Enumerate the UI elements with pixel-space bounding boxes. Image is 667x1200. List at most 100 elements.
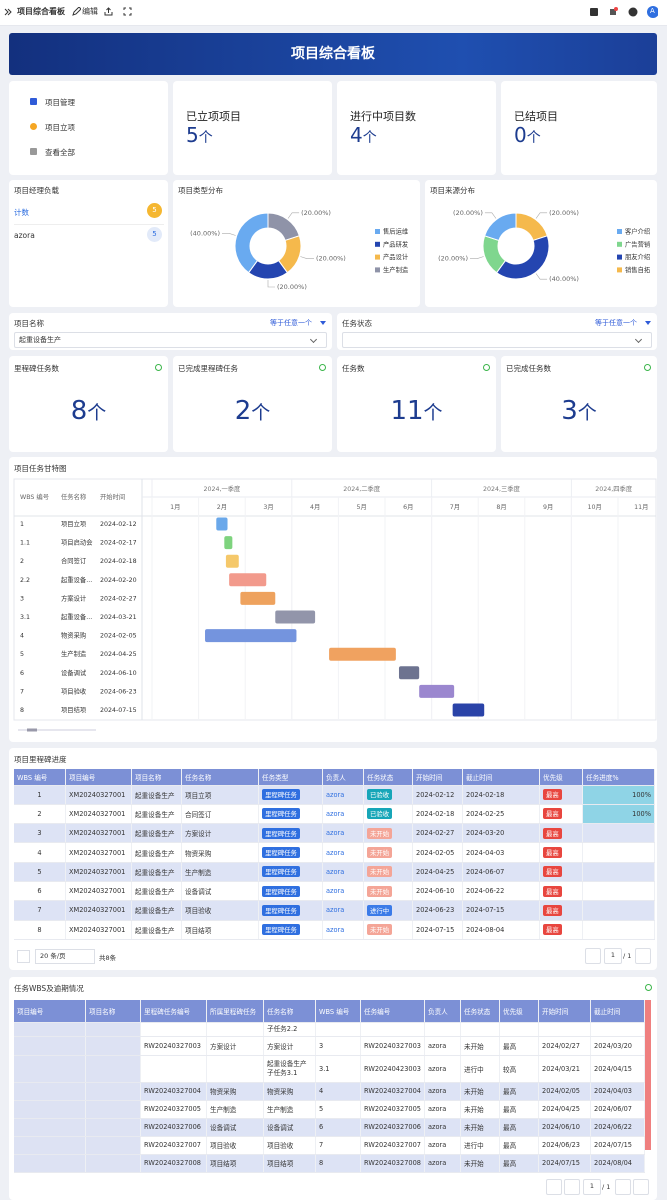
table-cell — [85, 1022, 141, 1037]
info-icon[interactable] — [644, 364, 651, 371]
filter-card: 任务状态 等于任意一个 — [337, 313, 657, 350]
collapse-icon[interactable] — [4, 8, 12, 16]
filter-select[interactable] — [342, 332, 652, 348]
table-cell: 2024-06-07 — [462, 862, 540, 882]
shortcut-link[interactable]: 项目管理 — [45, 98, 75, 107]
filter-select[interactable]: 起重设备生产 — [14, 332, 327, 348]
shortcut-link[interactable]: 项目立项 — [45, 123, 75, 132]
stat-label: 已完成里程碑任务 — [178, 364, 238, 373]
table-cell: azora — [424, 1136, 461, 1155]
priority-tag: 最高 — [543, 827, 562, 839]
next-button[interactable] — [635, 948, 651, 964]
info-icon[interactable] — [319, 364, 326, 371]
table-cell: 2024-02-18 — [462, 785, 540, 805]
avatar[interactable]: A — [650, 7, 655, 15]
priority-tag: 最高 — [543, 789, 562, 801]
table-cell: 里程碑任务 — [258, 920, 323, 940]
table-cell: 起重设备生产 — [131, 804, 182, 825]
table-cell: 里程碑任务 — [258, 900, 323, 921]
column-header: 负责人 — [322, 769, 364, 786]
table-cell: 1 — [14, 785, 66, 805]
table-cell — [14, 1082, 86, 1101]
toolbar-icons[interactable] — [588, 6, 658, 20]
prev-button[interactable] — [564, 1179, 580, 1195]
info-icon[interactable] — [483, 364, 490, 371]
table-cell — [590, 1022, 645, 1037]
page-count: / 1 — [602, 1183, 611, 1191]
priority-tag: 最高 — [543, 847, 562, 859]
table-cell — [85, 1136, 141, 1155]
table-cell — [582, 900, 655, 921]
first-button[interactable] — [546, 1179, 562, 1195]
task-stat-card: 已完成任务数 3个 — [501, 356, 657, 452]
info-icon[interactable] — [155, 364, 162, 371]
table-cell: RW20240327005 — [140, 1100, 207, 1119]
table-cell: 7 — [14, 900, 66, 921]
table-cell: XM20240327001 — [65, 804, 132, 825]
table-cell: 合同签订 — [181, 804, 259, 825]
column-header: 任务类型 — [258, 769, 323, 786]
next-button[interactable] — [615, 1179, 631, 1195]
table-cell: 里程碑任务 — [258, 785, 323, 805]
table-cell: 2024/02/05 — [538, 1082, 591, 1101]
prev-button[interactable] — [585, 948, 601, 964]
share-icon[interactable] — [104, 7, 113, 16]
shortcut-link[interactable]: 查看全部 — [45, 148, 75, 157]
fullscreen-icon[interactable] — [123, 7, 132, 16]
table-cell: 2024/04/15 — [590, 1055, 645, 1083]
stat-label: 已完成任务数 — [506, 364, 551, 373]
table-cell: 里程碑任务 — [258, 862, 323, 882]
column-header: 负责人 — [424, 1000, 461, 1023]
table-cell: 100% — [582, 785, 655, 805]
status-tag: 已验收 — [367, 808, 393, 820]
header-row: WBS 编号 项目编号 项目名称 任务名称 任务类型 负责人 任务状态 开始时间 截止时间 优先级… — [14, 769, 655, 786]
table-cell: 2024-02-12 — [412, 785, 463, 805]
table-cell: 2024-07-15 — [462, 900, 540, 921]
table-cell: azora — [424, 1036, 461, 1056]
table-cell: 2024/07/15 — [538, 1154, 591, 1173]
page-input[interactable]: 1 — [583, 1179, 601, 1195]
table-cell: 设备调试 — [263, 1118, 316, 1137]
stat-label: 已结项目 — [514, 110, 558, 123]
filter-operator[interactable]: 等于任意一个 — [595, 319, 637, 327]
table-cell: XM20240327001 — [65, 785, 132, 805]
info-icon[interactable] — [645, 984, 652, 991]
stat-number: 8 — [70, 396, 88, 426]
stat-unit: 个 — [526, 130, 541, 146]
table-cell: RW20240327007 — [140, 1136, 207, 1155]
table-cell: 未开始 — [460, 1082, 500, 1101]
table-cell: 项目结项 — [181, 920, 259, 940]
caret — [320, 321, 326, 328]
table-cell: azora — [322, 785, 364, 805]
table-cell — [140, 1022, 207, 1037]
table-cell: RW20240327008 — [360, 1154, 425, 1173]
status-tag: 已验收 — [367, 789, 393, 801]
column-header: 项目名称 — [85, 1000, 141, 1023]
type-tag: 里程碑任务 — [262, 924, 300, 936]
page-input[interactable]: 1 — [604, 948, 622, 964]
caret — [645, 321, 651, 328]
table-cell: 2024/03/21 — [538, 1055, 591, 1083]
table-cell: 2024-06-23 — [412, 900, 463, 921]
stat-value: 5个 — [186, 123, 213, 147]
edit-icon[interactable] — [72, 7, 81, 16]
filter-operator[interactable]: 等于任意一个 — [270, 319, 312, 327]
table-cell: 4 — [14, 842, 66, 863]
stat-value: 4个 — [350, 123, 377, 147]
table-cell: 设备调试 — [181, 881, 259, 902]
table-cell — [582, 881, 655, 902]
page-size-select[interactable]: 20 条/页 — [35, 949, 95, 964]
table-cell — [14, 1118, 86, 1137]
table-cell: 未开始 — [363, 823, 413, 844]
status-tag: 未开始 — [367, 827, 393, 839]
last-button[interactable] — [633, 1179, 649, 1195]
table-cell — [499, 1022, 539, 1037]
shortcut-icon — [30, 98, 37, 105]
table-cell — [360, 1022, 425, 1037]
table-cell: 最高 — [499, 1118, 539, 1137]
edit-button[interactable]: 编辑 — [82, 7, 98, 16]
scrollbar[interactable] — [645, 1000, 651, 1150]
stat-value: 2个 — [173, 396, 332, 426]
milestone-card: 项目里程碑进度 WBS 编号 项目编号 项目名称 任务名称 任务类型 负责人 任务状态 开始时间… — [9, 748, 657, 970]
table-cell: 未开始 — [363, 881, 413, 902]
